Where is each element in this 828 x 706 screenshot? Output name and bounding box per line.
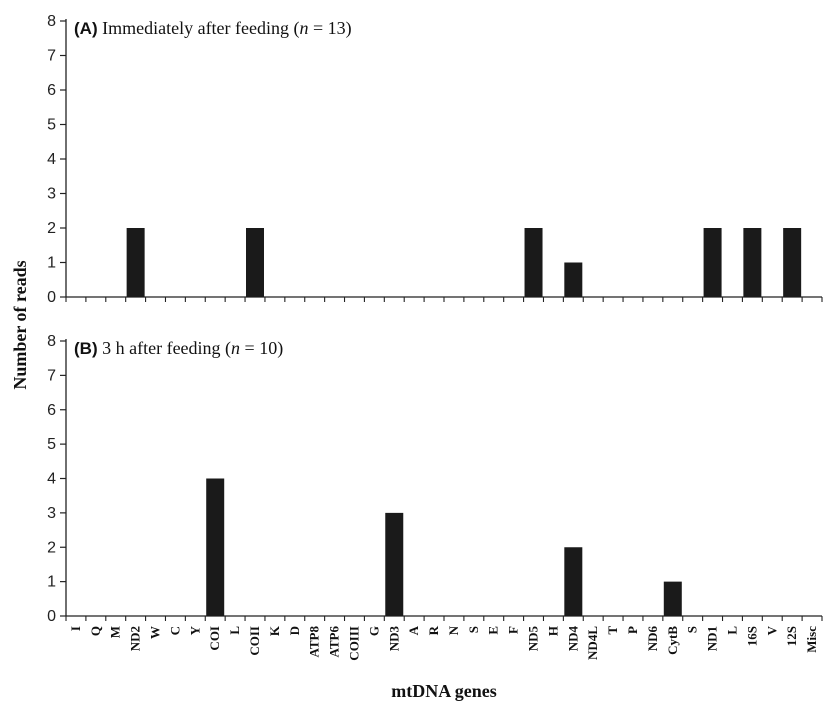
y-tick-label: 1 [47,255,56,272]
x-category-labels: I Q M ND2 W C Y COI L COII K D ATP8 ATP6 COIII G ND3 A R N S… [68,625,819,661]
x-tick-label: Misc [804,626,819,653]
bar [524,228,543,297]
bar [743,228,762,297]
x-tick-label: S [685,626,700,633]
bar [564,262,583,297]
x-tick-label: 12S [784,626,799,646]
x-tick-label: 16S [744,626,759,646]
x-tick-label: COIII [346,626,361,661]
x-tick-label: ND3 [386,626,401,652]
x-tick-label: V [764,625,779,635]
x-axis-label: mtDNA genes [391,681,497,701]
x-tick-label: Q [88,626,103,636]
panel-title-count: = 13) [309,18,352,39]
x-tick-label: ND2 [128,626,143,651]
x-tick-label: H [545,626,560,636]
y-tick-label: 1 [47,574,56,591]
x-tick-label: P [625,626,640,634]
y-tick-label: 4 [47,471,56,488]
panel-title-count: = 10) [240,338,283,359]
y-tick-label: 6 [47,402,56,419]
x-tick-label: COII [247,626,262,656]
y-tick-label: 5 [47,436,56,453]
panel-tag: (A) [74,19,98,38]
y-tick-label: 3 [47,505,56,522]
y-tick-label: 8 [47,333,56,350]
y-tick-label: 7 [47,48,56,65]
x-tick-label: COI [207,626,222,651]
x-tick-label: K [267,625,282,636]
bar [206,478,225,616]
y-tick-label: 0 [47,289,56,306]
panel-title-text: Immediately after feeding ( [98,18,300,39]
x-tick-label: R [426,625,441,635]
x-tick-label: CytB [665,626,680,655]
x-tick-label: L [227,626,242,635]
y-tick-label: 0 [47,608,56,625]
x-tick-label: C [167,626,182,635]
x-tick-label: S [466,626,481,633]
y-tick-label: 3 [47,186,56,203]
x-tick-label: ND1 [705,626,720,651]
bar [703,228,722,297]
panel-b: 0 1 2 3 4 5 6 7 8 (B) 3 h after feeding (n = 10) [47,333,823,625]
y-tick-label: 5 [47,117,56,134]
panel-tag: (B) [74,339,98,358]
bar [564,547,583,616]
y-tick-label: 8 [47,13,56,30]
bar [783,228,802,297]
panel-title-n: n [300,18,309,38]
bar [385,512,404,616]
x-tick-label: Y [187,625,202,635]
y-tick-label: 2 [47,539,56,556]
panel-title: (A) Immediately after feeding (n = 13) [74,18,352,39]
panel-title-n: n [231,338,240,358]
x-tick-label: F [506,626,521,634]
x-tick-label: T [605,626,620,635]
x-tick-label: ND4 [565,626,580,652]
x-tick-label: G [366,626,381,636]
y-tick-label: 2 [47,220,56,237]
panel-a: 0 1 2 3 4 5 6 7 8 (A) Immediately after feeding (… [47,13,823,306]
x-tick-label: W [148,626,163,639]
x-tick-label: A [406,625,421,635]
y-tick-label: 7 [47,367,56,384]
y-axis-label: Number of reads [10,260,30,389]
bar [126,228,145,297]
x-tick-label: ATP8 [307,626,322,658]
panel-title-text: 3 h after feeding ( [98,338,231,359]
y-tick-label: 4 [47,151,56,168]
x-tick-label: N [446,625,461,635]
bar [246,228,264,297]
x-tick-label: I [68,626,83,631]
x-tick-label: M [108,626,123,638]
x-tick-label: ND6 [645,626,660,652]
x-tick-label: E [486,626,501,635]
y-tick-label: 6 [47,82,56,99]
panel-title: (B) 3 h after feeding (n = 10) [74,338,283,359]
x-tick-label: L [724,626,739,635]
x-tick-label: D [287,626,302,635]
x-tick-label: ND5 [526,626,541,652]
x-tick-label: ND4L [585,626,600,660]
bar [663,581,682,616]
x-tick-label: ATP6 [327,626,342,658]
